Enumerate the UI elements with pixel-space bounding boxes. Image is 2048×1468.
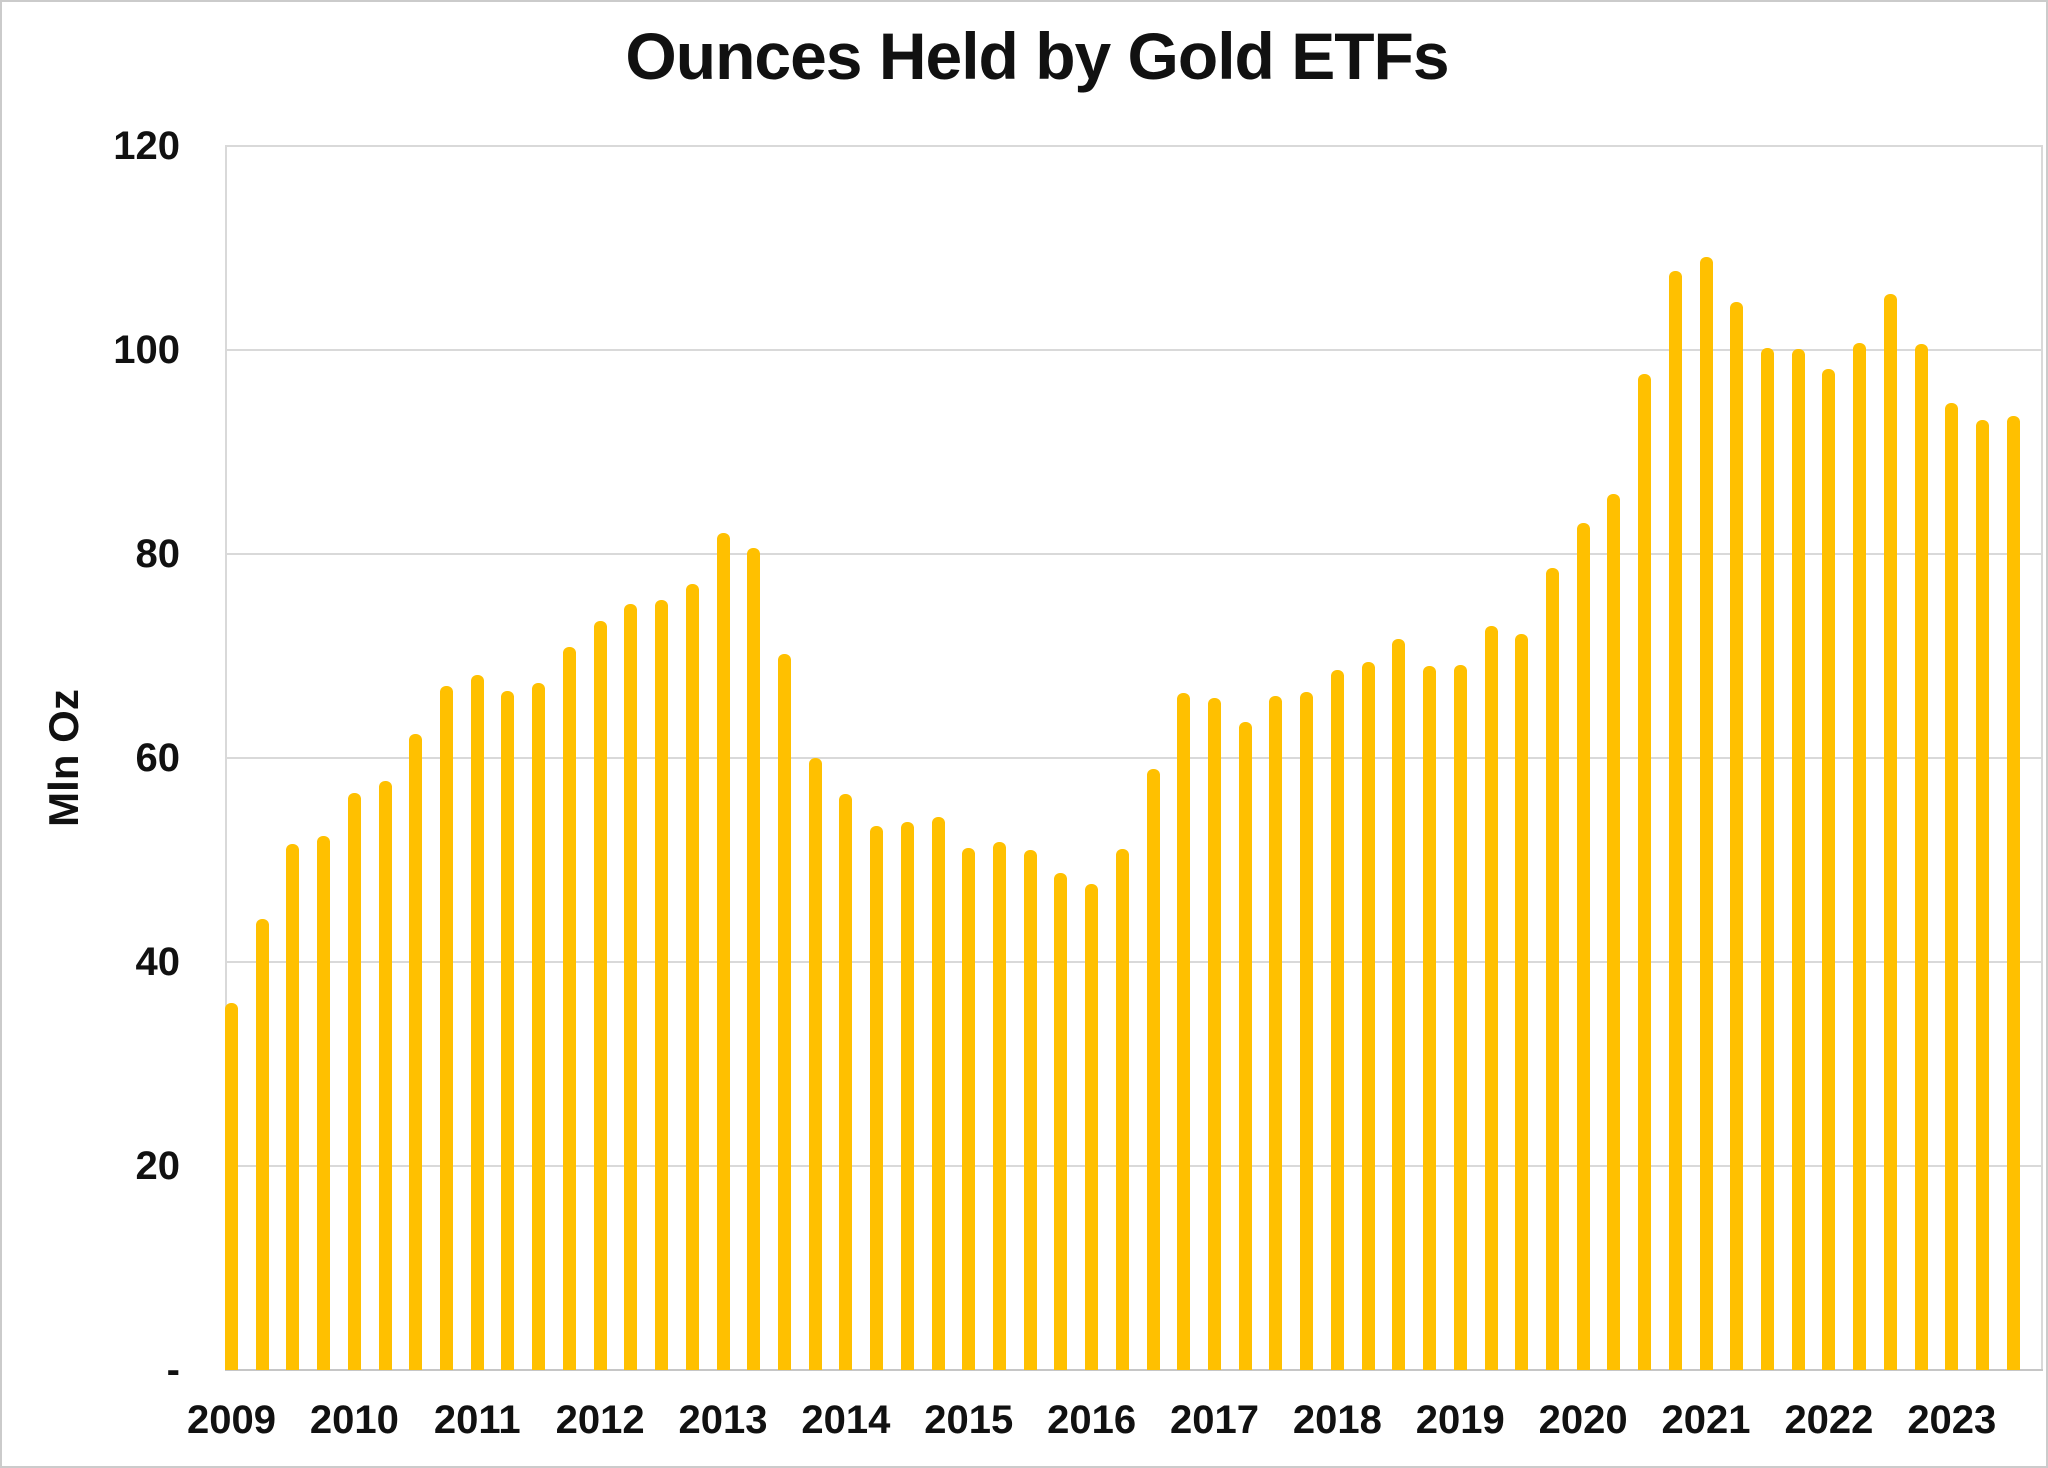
x-year-label-2009: 2009 xyxy=(187,1398,276,1442)
bar-2019-Q3 xyxy=(1515,633,1529,1370)
bar-2013-Q2 xyxy=(747,547,761,1370)
bar-2020-Q4 xyxy=(1668,271,1682,1370)
x-year-label-2022: 2022 xyxy=(1784,1398,1874,1442)
bar-2012-Q3 xyxy=(655,599,669,1370)
bar-2010-Q3 xyxy=(409,733,423,1370)
bar-2017-Q3 xyxy=(1269,695,1283,1370)
x-year-label-2015: 2015 xyxy=(924,1398,1014,1442)
bar-2019-Q4 xyxy=(1545,568,1559,1370)
bar-2023-Q3 xyxy=(2006,416,2020,1370)
bar-2016-Q4 xyxy=(1177,692,1191,1370)
bar-2023-Q1 xyxy=(1945,403,1959,1370)
bar-2023-Q2 xyxy=(1976,420,1990,1370)
x-axis-line xyxy=(225,1369,2043,1371)
bar-2020-Q2 xyxy=(1607,493,1621,1370)
y-tick-label-80: 80 xyxy=(135,532,181,576)
x-year-label-2012: 2012 xyxy=(555,1398,645,1442)
bar-2011-Q1 xyxy=(470,675,484,1370)
bar-2009-Q1 xyxy=(225,1002,238,1370)
x-year-label-2017: 2017 xyxy=(1170,1398,1260,1442)
bar-2016-Q2 xyxy=(1115,848,1129,1370)
x-year-label-2013: 2013 xyxy=(678,1398,768,1442)
gridline-100 xyxy=(225,349,2043,351)
bar-2021-Q2 xyxy=(1730,302,1744,1370)
gridline-20 xyxy=(225,1165,2043,1167)
x-year-label-2014: 2014 xyxy=(801,1398,891,1442)
bar-2010-Q4 xyxy=(440,685,454,1370)
bar-2017-Q2 xyxy=(1238,722,1252,1370)
bar-2015-Q2 xyxy=(993,841,1006,1370)
y-tick-label-60: 60 xyxy=(135,736,181,780)
x-year-label-2020: 2020 xyxy=(1538,1398,1628,1442)
bar-2018-Q1 xyxy=(1330,670,1344,1370)
bar-2014-Q4 xyxy=(931,817,945,1370)
bar-2009-Q4 xyxy=(317,835,331,1370)
x-year-label-2019: 2019 xyxy=(1415,1398,1505,1442)
x-year-label-2016: 2016 xyxy=(1047,1398,1137,1442)
bar-2019-Q1 xyxy=(1453,665,1467,1370)
bar-2022-Q4 xyxy=(1914,343,1928,1370)
bar-2014-Q1 xyxy=(839,793,853,1370)
bar-2012-Q2 xyxy=(624,603,638,1370)
bar-2010-Q2 xyxy=(378,781,392,1370)
gridline-120 xyxy=(225,145,2043,147)
bar-2009-Q2 xyxy=(255,919,269,1370)
bar-2011-Q2 xyxy=(501,690,515,1370)
bar-2021-Q4 xyxy=(1791,348,1805,1370)
x-year-label-2021: 2021 xyxy=(1661,1398,1751,1442)
bar-2022-Q2 xyxy=(1853,342,1867,1370)
y-tick-label-40: 40 xyxy=(135,940,181,984)
bar-2022-Q3 xyxy=(1883,293,1897,1370)
bar-2018-Q2 xyxy=(1361,662,1375,1370)
bar-2011-Q4 xyxy=(562,646,576,1370)
bar-2013-Q1 xyxy=(716,532,730,1370)
bar-2018-Q3 xyxy=(1392,638,1406,1370)
bar-2014-Q2 xyxy=(870,826,884,1370)
bar-2019-Q2 xyxy=(1484,626,1498,1370)
bar-2022-Q1 xyxy=(1822,369,1836,1370)
x-year-label-2010: 2010 xyxy=(309,1398,399,1442)
bar-2013-Q3 xyxy=(777,653,791,1370)
bar-2020-Q1 xyxy=(1576,523,1590,1370)
bar-2015-Q1 xyxy=(962,847,976,1370)
bar-2010-Q1 xyxy=(347,792,361,1370)
bar-2015-Q4 xyxy=(1054,873,1068,1370)
gridline-60 xyxy=(225,757,2043,759)
x-year-label-2023: 2023 xyxy=(1907,1398,1997,1442)
gridline-40 xyxy=(225,961,2043,963)
bar-2016-Q3 xyxy=(1146,769,1160,1370)
bar-2014-Q3 xyxy=(900,822,914,1370)
bar-2012-Q1 xyxy=(593,621,607,1370)
bar-2011-Q3 xyxy=(532,682,546,1370)
bar-2020-Q3 xyxy=(1638,374,1652,1370)
y-tick-label-0: - xyxy=(166,1348,180,1392)
x-year-label-2018: 2018 xyxy=(1292,1398,1382,1442)
gridline-80 xyxy=(225,553,2043,555)
bar-2013-Q4 xyxy=(808,758,822,1370)
bar-2017-Q1 xyxy=(1208,697,1222,1370)
bar-2015-Q3 xyxy=(1023,849,1037,1370)
y-tick-label-20: 20 xyxy=(135,1144,181,1188)
x-year-label-2011: 2011 xyxy=(433,1398,521,1442)
bar-2012-Q4 xyxy=(685,583,699,1370)
y-tick-label-120: 120 xyxy=(113,124,180,168)
bar-2021-Q3 xyxy=(1761,347,1774,1370)
bar-2018-Q4 xyxy=(1423,666,1437,1370)
y-tick-label-100: 100 xyxy=(113,328,180,372)
bar-2009-Q3 xyxy=(286,843,300,1370)
chart-title: Ounces Held by Gold ETFs xyxy=(625,19,1449,93)
bar-2017-Q4 xyxy=(1300,691,1314,1370)
bar-2016-Q1 xyxy=(1085,884,1099,1370)
bar-2021-Q1 xyxy=(1699,257,1713,1370)
